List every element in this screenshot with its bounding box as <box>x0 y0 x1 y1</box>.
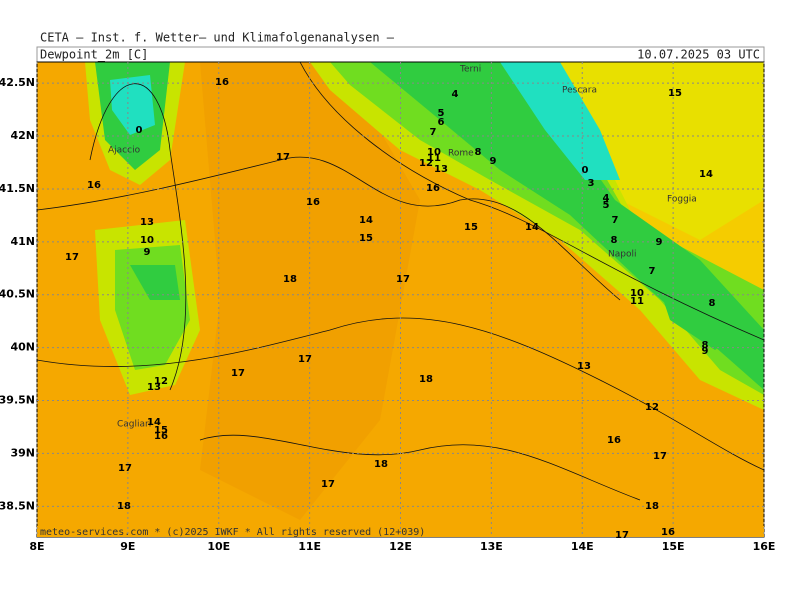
lon-tick-label: 14E <box>571 540 594 553</box>
contour-label: 4 <box>603 193 610 204</box>
contour-label: 18 <box>419 374 433 385</box>
contour-label: 17 <box>615 530 629 541</box>
contour-label: 8 <box>475 147 482 158</box>
contour-label: 17 <box>118 463 132 474</box>
contour-label: 8 <box>702 340 709 351</box>
lat-tick-label: 42.5N <box>0 76 35 89</box>
institute: CETA — Inst. f. Wetter— und Klimafolgena… <box>40 31 395 45</box>
contour-label: 8 <box>611 235 618 246</box>
contour-label: 17 <box>298 354 312 365</box>
contour-label: 4 <box>452 89 459 100</box>
contour-label: 9 <box>490 156 497 167</box>
contour-label: 16 <box>215 77 229 88</box>
lon-tick-label: 15E <box>662 540 685 553</box>
city-label: Ajaccio <box>108 146 141 156</box>
city-label: Rome <box>448 149 474 159</box>
contour-label: 18 <box>117 501 131 512</box>
contour-label: 15 <box>668 88 682 99</box>
valid-time: 10.07.2025 03 UTC <box>637 48 760 62</box>
lat-tick-label: 41.5N <box>0 182 35 195</box>
contour-label: 16 <box>87 180 101 191</box>
contour-label: 7 <box>430 127 437 138</box>
footer-bar <box>37 526 764 537</box>
contour-label: 9 <box>144 247 151 258</box>
contour-label: 11 <box>427 153 441 164</box>
contour-label: 17 <box>65 252 79 263</box>
contour-label: 7 <box>612 215 619 226</box>
contour-label: 8 <box>709 298 716 309</box>
contour-label: 16 <box>154 431 168 442</box>
lat-tick-label: 41N <box>10 235 35 248</box>
contour-label: 17 <box>276 152 290 163</box>
lon-tick-label: 12E <box>389 540 412 553</box>
contour-label: 5 <box>438 108 445 119</box>
contour-label: 5 <box>603 200 610 211</box>
contour-label: 18 <box>374 459 388 470</box>
contour-label: 15 <box>464 222 478 233</box>
contour-label: 3 <box>588 178 595 189</box>
contour-label: 15 <box>359 233 373 244</box>
contour-label: 12 <box>154 376 168 387</box>
field <box>37 62 764 537</box>
contour-label: 14 <box>699 169 713 180</box>
lon-tick-label: 10E <box>207 540 230 553</box>
contour-label: 12 <box>645 402 659 413</box>
contour-label: 6 <box>438 117 445 128</box>
contour-label: 16 <box>426 183 440 194</box>
contour-label: 17 <box>653 451 667 462</box>
lon-tick-label: 13E <box>480 540 503 553</box>
contour-label: 10 <box>427 147 441 158</box>
contour-label: 13 <box>140 217 154 228</box>
variable: Dewpoint_2m [C] <box>40 48 148 62</box>
contour-label: 17 <box>396 274 410 285</box>
city-label: Foggia <box>667 195 697 205</box>
footer: meteo-services.com * (c)2025 IWKF * All … <box>40 527 425 538</box>
contour-label: 7 <box>649 266 656 277</box>
contour-label: 18 <box>283 274 297 285</box>
contour-label: 10 <box>140 235 154 246</box>
contour-label: 13 <box>434 164 448 175</box>
contour-label: 12 <box>419 158 433 169</box>
contour-label: 10 <box>630 288 644 299</box>
lon-tick-label: 9E <box>120 540 135 553</box>
contour-label: 11 <box>630 296 644 307</box>
contour-label: 16 <box>661 527 675 538</box>
lon-tick-label: 8E <box>29 540 44 553</box>
contour-label: 14 <box>359 215 373 226</box>
contour-label: 0 <box>136 125 143 136</box>
lat-tick-label: 38.5N <box>0 499 35 512</box>
contour-label: 17 <box>231 368 245 379</box>
city-label: Napoli <box>608 250 636 260</box>
contour-label: 17 <box>321 479 335 490</box>
contour-label: 18 <box>645 501 659 512</box>
lat-tick-label: 39.5N <box>0 394 35 407</box>
contour-label: 9 <box>702 346 709 357</box>
contour-label: 13 <box>577 361 591 372</box>
contour-label: 15 <box>154 425 168 436</box>
contour-label: 14 <box>147 417 161 428</box>
contour-label: 9 <box>656 237 663 248</box>
lat-tick-label: 42N <box>10 129 35 142</box>
contour-label: 16 <box>306 197 320 208</box>
city-label: Terni <box>459 65 481 75</box>
lat-tick-label: 40N <box>10 341 35 354</box>
contour-label: 13 <box>147 382 161 393</box>
city-label: Pescara <box>562 86 597 96</box>
contour-label: 14 <box>525 222 539 233</box>
lat-tick-label: 40.5N <box>0 288 35 301</box>
lon-tick-label: 11E <box>298 540 321 553</box>
lon-tick-label: 16E <box>753 540 776 553</box>
contour-label: 16 <box>607 435 621 446</box>
contour-label: 0 <box>582 165 589 176</box>
city-label: Cagliari <box>117 420 151 430</box>
lat-tick-label: 39N <box>10 446 35 459</box>
